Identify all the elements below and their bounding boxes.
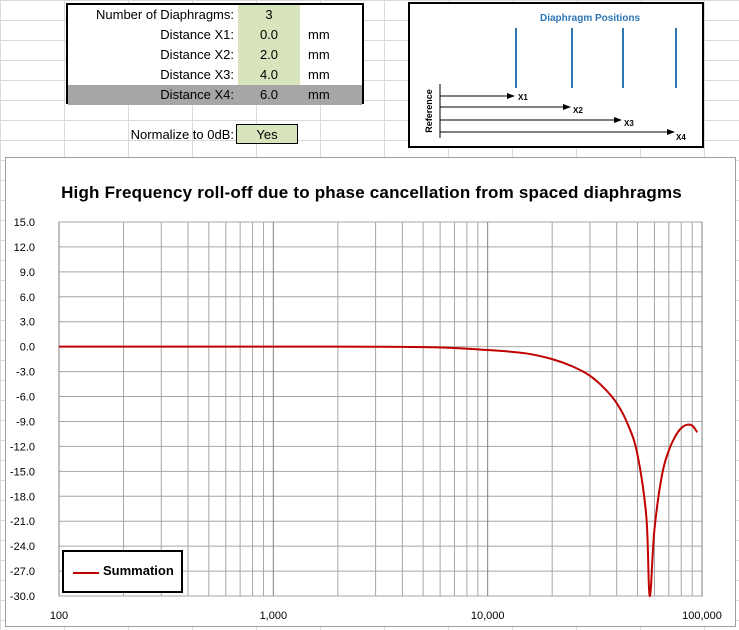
chart-svg: 15.0 12.0 9.0 6.0 3.0 0.0 -3.0 -6.0 -9.0 -12.0 -15… (10, 217, 722, 622)
chart-grid (58, 221, 703, 597)
chart-area[interactable]: High Frequency roll-off due to phase can… (5, 157, 736, 627)
legend-label: Summation (103, 563, 174, 578)
distance-x2-field[interactable]: 2.0 (238, 45, 300, 65)
distance-x4-field[interactable]: 6.0 (259, 87, 279, 102)
marker-label-x1: X1 (518, 93, 528, 102)
y-axis-ticks: 15.0 12.0 9.0 6.0 3.0 0.0 -3.0 -6.0 -9.0 -12.0 -15… (10, 217, 35, 603)
y-tick-label: -3.0 (16, 367, 35, 379)
y-tick-label: 0.0 (20, 342, 35, 354)
y-tick-label: -27.0 (10, 566, 35, 578)
diaphragm-diagram: Diaphragm Positions Reference X1 X2 X3 X… (408, 2, 704, 148)
unit-label: mm (308, 47, 330, 62)
input-row-num-diaphragms: Number of Diaphragms: 3 (68, 5, 362, 25)
y-tick-label: -9.0 (16, 416, 35, 428)
input-row-x2: Distance X2: 2.0 mm (68, 45, 362, 65)
normalize-field[interactable]: Yes (236, 124, 298, 144)
input-label: Distance X4: (160, 87, 234, 102)
plot-area (58, 221, 703, 597)
distance-x1-field[interactable]: 0.0 (238, 25, 300, 45)
diagram-title: Diaphragm Positions (540, 13, 640, 24)
y-tick-label: -15.0 (10, 466, 35, 478)
y-tick-label: -12.0 (10, 441, 35, 453)
marker-label-x4: X4 (676, 133, 686, 142)
reference-label: Reference (424, 89, 434, 133)
y-tick-label: 15.0 (14, 217, 35, 229)
normalize-row: Normalize to 0dB: Yes (66, 124, 364, 146)
unit-label: mm (308, 87, 330, 102)
input-row-x1: Distance X1: 0.0 mm (68, 25, 362, 45)
unit-label: mm (308, 67, 330, 82)
y-tick-label: -18.0 (10, 491, 35, 503)
x-tick-label: 100,000 (682, 610, 722, 622)
distance-x3-field[interactable]: 4.0 (238, 65, 300, 85)
legend-swatch (73, 572, 99, 574)
y-tick-label: 9.0 (20, 267, 35, 279)
y-tick-label: 3.0 (20, 317, 35, 329)
series-line-summation (58, 345, 699, 598)
input-row-x3: Distance X3: 4.0 mm (68, 65, 362, 85)
y-tick-label: -24.0 (10, 541, 35, 553)
x-tick-label: 100 (50, 610, 68, 622)
input-label: Number of Diaphragms: (96, 7, 234, 22)
input-row-x4: Distance X4: 6.0 mm (68, 85, 362, 105)
marker-label-x3: X3 (624, 119, 634, 128)
y-tick-label: -21.0 (10, 516, 35, 528)
legend: Summation (62, 550, 183, 593)
y-tick-label: 6.0 (20, 292, 35, 304)
input-label: Distance X1: (160, 27, 234, 42)
y-tick-label: -6.0 (16, 392, 35, 404)
y-tick-label: -30.0 (10, 591, 35, 603)
num-diaphragms-field[interactable]: 3 (238, 5, 300, 25)
input-label: Distance X3: (160, 67, 234, 82)
chart-series (58, 345, 699, 598)
diagram-svg: Diaphragm Positions Reference X1 X2 X3 X… (424, 13, 686, 142)
marker-label-x2: X2 (573, 106, 583, 115)
input-table: Number of Diaphragms: 3 Distance X1: 0.0… (66, 3, 364, 105)
x-axis-ticks: 100 1,000 10,000 100,000 (50, 610, 722, 622)
unit-label: mm (308, 27, 330, 42)
x-tick-label: 1,000 (260, 610, 288, 622)
x-tick-label: 10,000 (471, 610, 505, 622)
input-label: Distance X2: (160, 47, 234, 62)
chart-title: High Frequency roll-off due to phase can… (61, 183, 682, 202)
y-tick-label: 12.0 (14, 242, 35, 254)
normalize-label: Normalize to 0dB: (130, 127, 234, 142)
